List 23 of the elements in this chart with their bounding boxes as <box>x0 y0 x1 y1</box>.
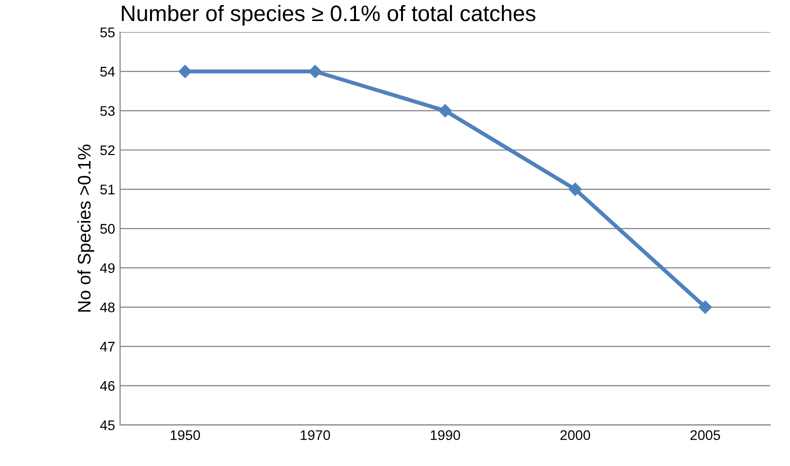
y-tick-label: 52 <box>100 145 115 156</box>
y-tick-label: 54 <box>100 66 115 77</box>
y-tick-label: 53 <box>100 106 115 116</box>
point <box>568 182 582 196</box>
x-tick-label: 1970 <box>300 430 330 440</box>
y-tick-label: 49 <box>100 263 115 274</box>
point <box>698 300 712 314</box>
point <box>438 104 452 118</box>
y-tick-label: 55 <box>100 28 115 38</box>
chart-title: Number of species ≥ 0.1% of total catches <box>122 4 536 26</box>
y-axis-title: No of Species >0.1% <box>77 144 94 312</box>
point <box>308 64 322 78</box>
point <box>178 64 192 78</box>
x-tick-label: 2000 <box>560 430 590 440</box>
y-tick-label: 45 <box>100 420 115 430</box>
x-tick-label: 1990 <box>430 430 460 440</box>
y-tick-label: 50 <box>100 224 115 234</box>
x-tick-label: 1950 <box>170 430 200 440</box>
y-tick-label: 48 <box>100 302 115 312</box>
y-tick-label: 46 <box>100 381 115 391</box>
x-tick-label: 2005 <box>690 430 720 440</box>
y-tick-label: 51 <box>100 184 115 194</box>
y-tick-label: 47 <box>100 342 115 352</box>
